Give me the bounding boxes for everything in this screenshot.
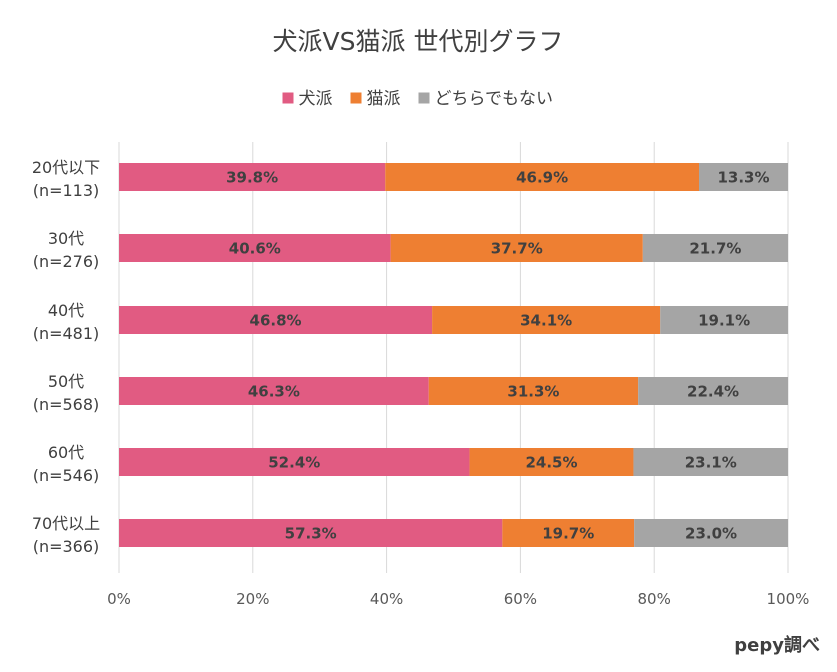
bar-value-label: 46.9%	[516, 169, 568, 187]
x-tick-label: 40%	[370, 590, 403, 608]
bar-segment	[428, 377, 639, 405]
bar-segment	[469, 448, 634, 476]
credit-text: pepy調べ	[734, 634, 820, 656]
bar-value-label: 13.3%	[717, 169, 769, 187]
category-labels: 20代以下 (n=113) 30代 (n=276) 40代 (n=481) 50代 (n=56…	[32, 158, 100, 556]
bar-segment	[119, 448, 470, 476]
category-label: 50代	[48, 372, 84, 391]
legend-swatch	[350, 92, 362, 104]
legend-label: 犬派	[299, 89, 333, 109]
bar-value-label: 34.1%	[520, 312, 572, 330]
bar-value-label: 39.8%	[226, 169, 278, 187]
bar-value-label: 31.3%	[507, 383, 559, 401]
gridlines	[118, 142, 789, 573]
bar-segment	[390, 234, 643, 262]
bar-value-label: 22.4%	[687, 383, 739, 401]
bar-segment	[119, 163, 386, 191]
x-tick-label: 80%	[638, 590, 671, 608]
category-label: 40代	[48, 301, 84, 320]
legend-label: どちらでもない	[435, 89, 554, 109]
category-count-label: (n=481)	[33, 324, 100, 343]
bar-segment	[385, 163, 700, 191]
bar-segment	[633, 448, 788, 476]
category-count-label: (n=113)	[33, 181, 100, 200]
x-tick-label: 100%	[767, 590, 810, 608]
bar-segment	[119, 234, 391, 262]
bar-segment	[660, 306, 788, 334]
bar-segment	[634, 519, 788, 547]
category-count-label: (n=546)	[33, 466, 100, 485]
bar-segment	[502, 519, 635, 547]
bar-value-label: 46.8%	[250, 312, 302, 330]
category-label: 30代	[48, 229, 84, 248]
legend-label: 猫派	[367, 89, 401, 109]
bar-value-label: 37.7%	[491, 240, 543, 258]
x-tick-label: 0%	[107, 590, 131, 608]
bar-value-label: 23.0%	[685, 525, 737, 543]
bar-value-label: 57.3%	[285, 525, 337, 543]
bar-segment	[119, 519, 503, 547]
bar-value-label: 23.1%	[685, 454, 737, 472]
category-label: 20代以下	[32, 158, 100, 177]
bar-value-label: 40.6%	[229, 240, 281, 258]
category-count-label: (n=276)	[33, 252, 100, 271]
bar-segment	[119, 306, 433, 334]
x-axis-ticks: 0% 20% 40% 60% 80% 100%	[107, 590, 809, 608]
bar-segment	[638, 377, 788, 405]
bar-value-label: 52.4%	[268, 454, 320, 472]
bar-segment	[432, 306, 661, 334]
category-count-label: (n=366)	[33, 537, 100, 556]
legend-swatch	[418, 92, 430, 104]
legend: 犬派 猫派 どちらでもない	[282, 89, 554, 109]
category-label: 70代以上	[32, 514, 100, 533]
bar-value-label: 19.1%	[698, 312, 750, 330]
bar-segment	[699, 163, 788, 191]
bars: 39.8% 46.9% 13.3% 40.6% 37.7% 21.7% 46.8% 34.1%…	[119, 163, 788, 547]
bar-value-label: 46.3%	[248, 383, 300, 401]
bar-value-label: 21.7%	[689, 240, 741, 258]
category-label: 60代	[48, 443, 84, 462]
bar-value-label: 19.7%	[542, 525, 594, 543]
chart-title: 犬派VS猫派 世代別グラフ	[273, 27, 564, 56]
legend-swatch	[282, 92, 294, 104]
bar-segment	[119, 377, 429, 405]
bar-segment	[642, 234, 788, 262]
bar-value-label: 24.5%	[525, 454, 577, 472]
x-tick-label: 20%	[236, 590, 269, 608]
x-tick-label: 60%	[504, 590, 537, 608]
category-count-label: (n=568)	[33, 395, 100, 414]
